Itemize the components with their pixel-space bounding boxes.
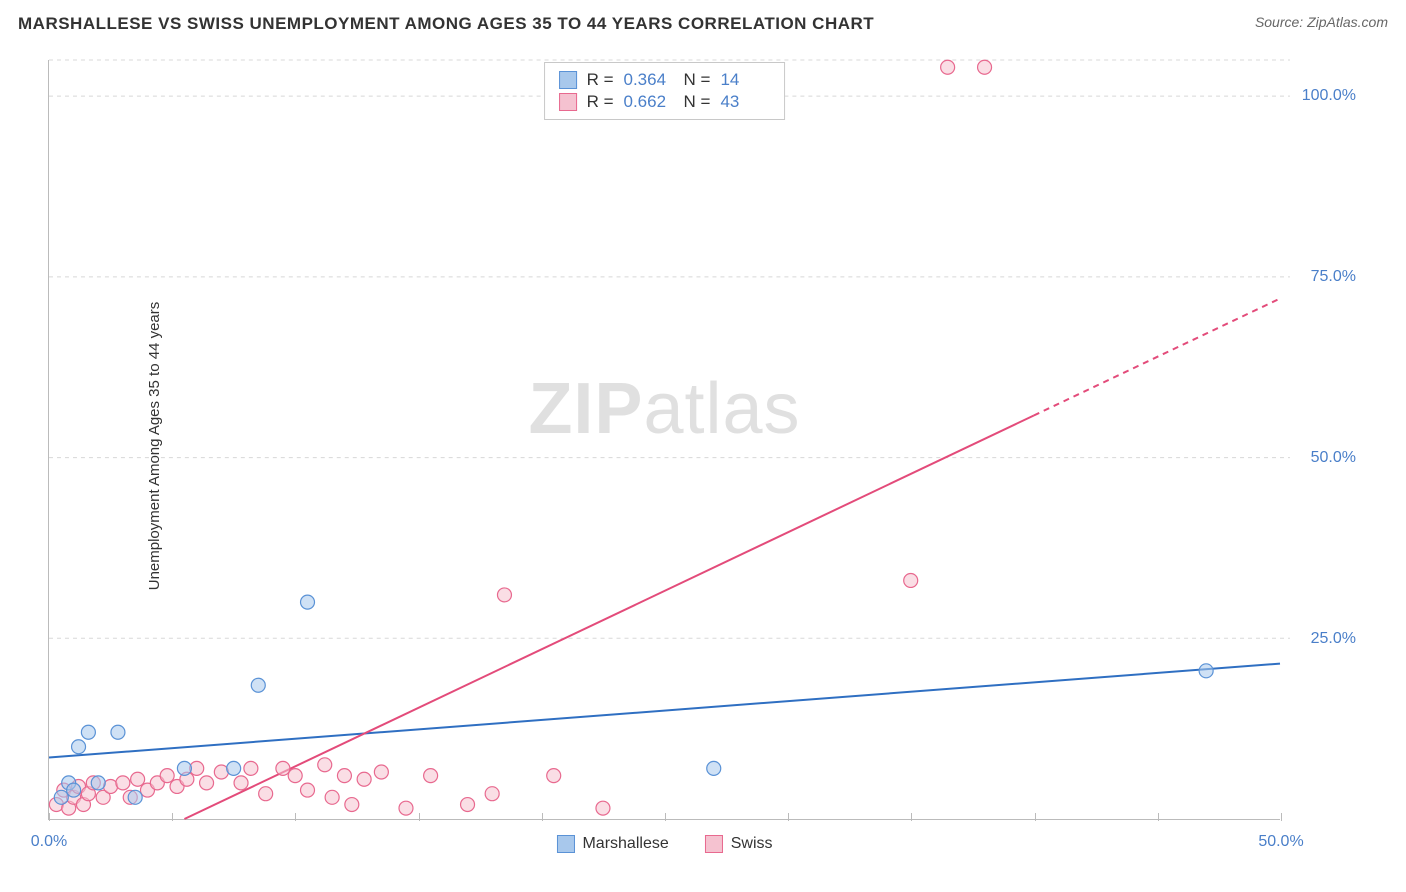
legend-item-marshallese: Marshallese <box>556 835 668 853</box>
swatch-pink <box>559 93 577 111</box>
chart-title: MARSHALLESE VS SWISS UNEMPLOYMENT AMONG … <box>18 14 874 34</box>
n-value-marshallese: 14 <box>720 70 770 90</box>
stats-row-marshallese: R = 0.364 N = 14 <box>559 69 771 91</box>
y-tick-label: 50.0% <box>1311 449 1356 467</box>
y-tick-label: 25.0% <box>1311 630 1356 648</box>
stats-box: R = 0.364 N = 14 R = 0.662 N = 43 <box>544 62 786 120</box>
r-value-marshallese: 0.364 <box>624 70 674 90</box>
r-value-swiss: 0.662 <box>624 92 674 112</box>
plot-area: ZIPatlas 25.0%50.0%75.0%100.0% 0.0%50.0%… <box>48 60 1280 820</box>
x-tick-label: 0.0% <box>31 833 67 851</box>
swatch-blue <box>559 71 577 89</box>
chart-svg <box>49 60 1280 819</box>
source-label: Source: ZipAtlas.com <box>1255 14 1388 30</box>
swatch-pink-icon <box>705 835 723 853</box>
y-tick-label: 75.0% <box>1311 268 1356 286</box>
legend-label-swiss: Swiss <box>731 835 773 853</box>
legend: Marshallese Swiss <box>556 835 772 853</box>
n-value-swiss: 43 <box>720 92 770 112</box>
stats-row-swiss: R = 0.662 N = 43 <box>559 91 771 113</box>
y-tick-label: 100.0% <box>1302 87 1356 105</box>
legend-item-swiss: Swiss <box>705 835 773 853</box>
x-tick-label: 50.0% <box>1258 833 1303 851</box>
swatch-blue-icon <box>556 835 574 853</box>
legend-label-marshallese: Marshallese <box>582 835 668 853</box>
